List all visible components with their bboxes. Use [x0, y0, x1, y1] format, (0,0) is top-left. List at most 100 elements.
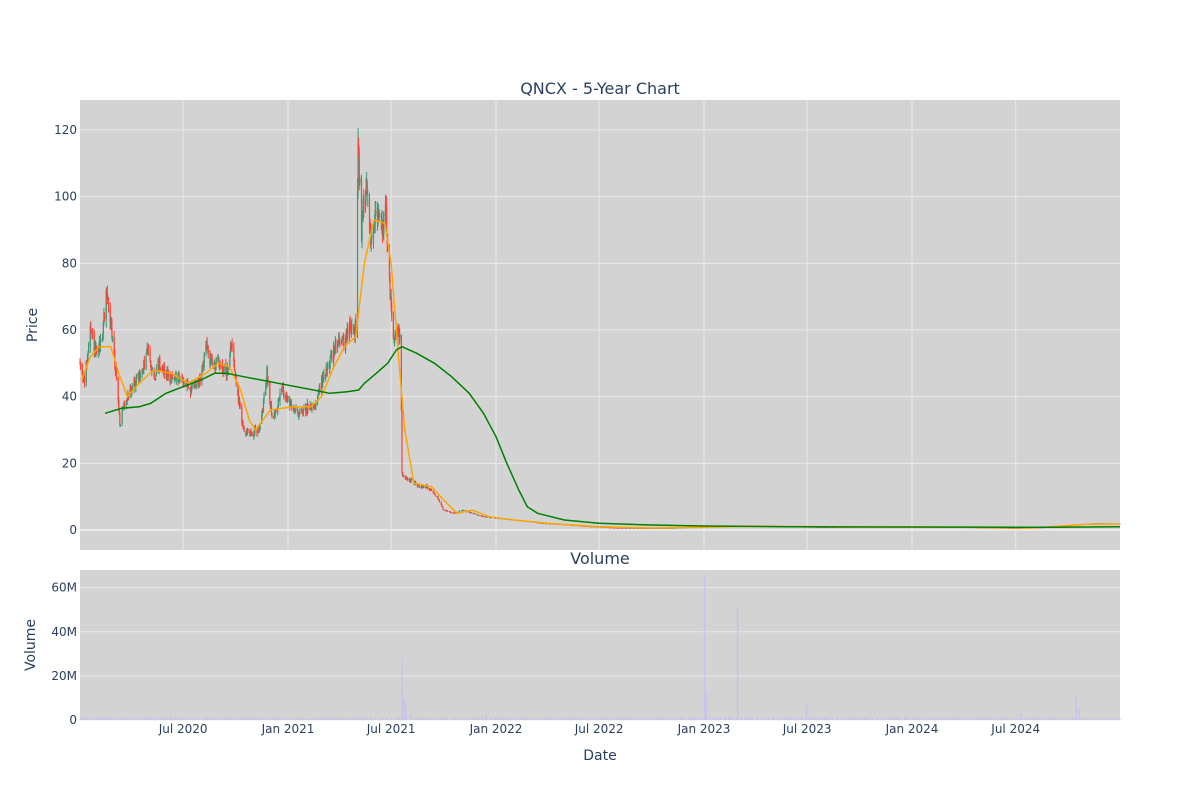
- volume-bar: [947, 717, 949, 720]
- volume-bar: [980, 718, 982, 720]
- price-y-tick-label: 40: [62, 390, 77, 404]
- volume-bar: [640, 717, 642, 720]
- volume-bar: [325, 718, 327, 720]
- volume-bar: [598, 717, 600, 720]
- volume-bar: [143, 718, 145, 720]
- volume-bar: [867, 718, 869, 720]
- volume-bar: [283, 719, 285, 720]
- volume-bar: [973, 718, 975, 720]
- volume-bar: [158, 718, 160, 720]
- volume-bar: [1109, 718, 1111, 720]
- volume-bar: [673, 718, 675, 720]
- volume-bar: [742, 719, 744, 720]
- volume-bar: [131, 718, 133, 720]
- volume-bar: [700, 718, 702, 720]
- volume-bar: [346, 718, 348, 720]
- volume-bar: [984, 718, 986, 720]
- volume-bar: [1023, 718, 1025, 720]
- candle-body: [189, 389, 192, 394]
- volume-bar: [580, 718, 582, 720]
- volume-bar: [944, 717, 946, 720]
- volume-bar: [461, 718, 463, 720]
- volume-bar: [306, 718, 308, 720]
- volume-bar: [1049, 718, 1051, 720]
- candle-body: [821, 527, 824, 528]
- volume-bar: [339, 717, 341, 720]
- volume-bar: [948, 718, 950, 720]
- candle-body: [1013, 528, 1015, 529]
- volume-bar: [586, 718, 588, 720]
- volume-bar: [1072, 718, 1074, 720]
- volume-bar: [439, 719, 441, 720]
- candle-body: [317, 394, 319, 402]
- volume-bar: [801, 718, 803, 720]
- volume-bar: [469, 719, 471, 720]
- volume-bar: [649, 718, 651, 720]
- volume-bar: [215, 717, 217, 720]
- volume-bar: [86, 717, 88, 720]
- volume-bar: [1059, 719, 1061, 720]
- candle-body: [126, 398, 128, 401]
- candle-body: [283, 391, 285, 396]
- volume-bar: [592, 719, 594, 720]
- volume-bar: [630, 718, 632, 720]
- volume-bar: [1025, 718, 1027, 720]
- volume-bar: [241, 718, 243, 720]
- volume-bar: [354, 718, 356, 720]
- candle-body: [119, 414, 121, 426]
- volume-bar: [377, 719, 379, 720]
- volume-bar: [617, 719, 619, 720]
- volume-bar: [831, 717, 833, 720]
- volume-bar: [437, 718, 439, 720]
- volume-bar: [442, 717, 444, 720]
- candle-body: [155, 369, 157, 377]
- volume-bar: [134, 718, 136, 720]
- volume-bar: [720, 717, 722, 720]
- volume-bar: [573, 718, 575, 720]
- candle-body: [344, 337, 347, 352]
- candle-body: [127, 396, 130, 398]
- volume-bar: [957, 718, 959, 720]
- volume-bar: [912, 717, 914, 720]
- volume-bar: [99, 718, 101, 720]
- volume-bar: [104, 718, 106, 720]
- volume-bar: [533, 717, 535, 720]
- candle-body: [91, 330, 93, 333]
- volume-bar: [924, 719, 926, 720]
- volume-bar: [258, 717, 260, 720]
- volume-bar: [899, 717, 901, 720]
- volume-bar: [549, 717, 551, 720]
- volume-bar: [118, 718, 120, 720]
- volume-bar: [1112, 718, 1114, 720]
- volume-bar: [202, 718, 204, 720]
- volume-bar: [233, 717, 235, 720]
- volume-bar: [864, 717, 866, 720]
- volume-bar: [1060, 718, 1062, 720]
- candle-body: [281, 387, 283, 388]
- volume-bar: [783, 718, 785, 720]
- candle-body: [241, 421, 244, 423]
- volume-bar: [437, 718, 439, 720]
- volume-bar: [965, 717, 967, 720]
- candle-body: [389, 276, 391, 292]
- volume-bar: [534, 719, 536, 720]
- candle-body: [486, 517, 489, 518]
- volume-bar: [135, 717, 137, 720]
- volume-bar: [716, 718, 718, 720]
- volume-bar: [162, 718, 164, 720]
- volume-bar: [845, 719, 847, 720]
- volume-bar: [484, 718, 486, 720]
- candle-body: [87, 353, 89, 359]
- volume-bar: [317, 718, 319, 720]
- candle-body: [123, 403, 126, 406]
- candle-body: [251, 431, 253, 437]
- volume-bar: [774, 718, 776, 720]
- volume-bar: [896, 717, 898, 720]
- volume-bar: [762, 718, 764, 720]
- candle-body: [402, 475, 404, 476]
- volume-spike-bar: [404, 700, 406, 720]
- volume-bar: [1027, 717, 1029, 720]
- volume-bar: [380, 717, 382, 720]
- volume-bar: [303, 718, 305, 720]
- volume-bar: [478, 718, 480, 720]
